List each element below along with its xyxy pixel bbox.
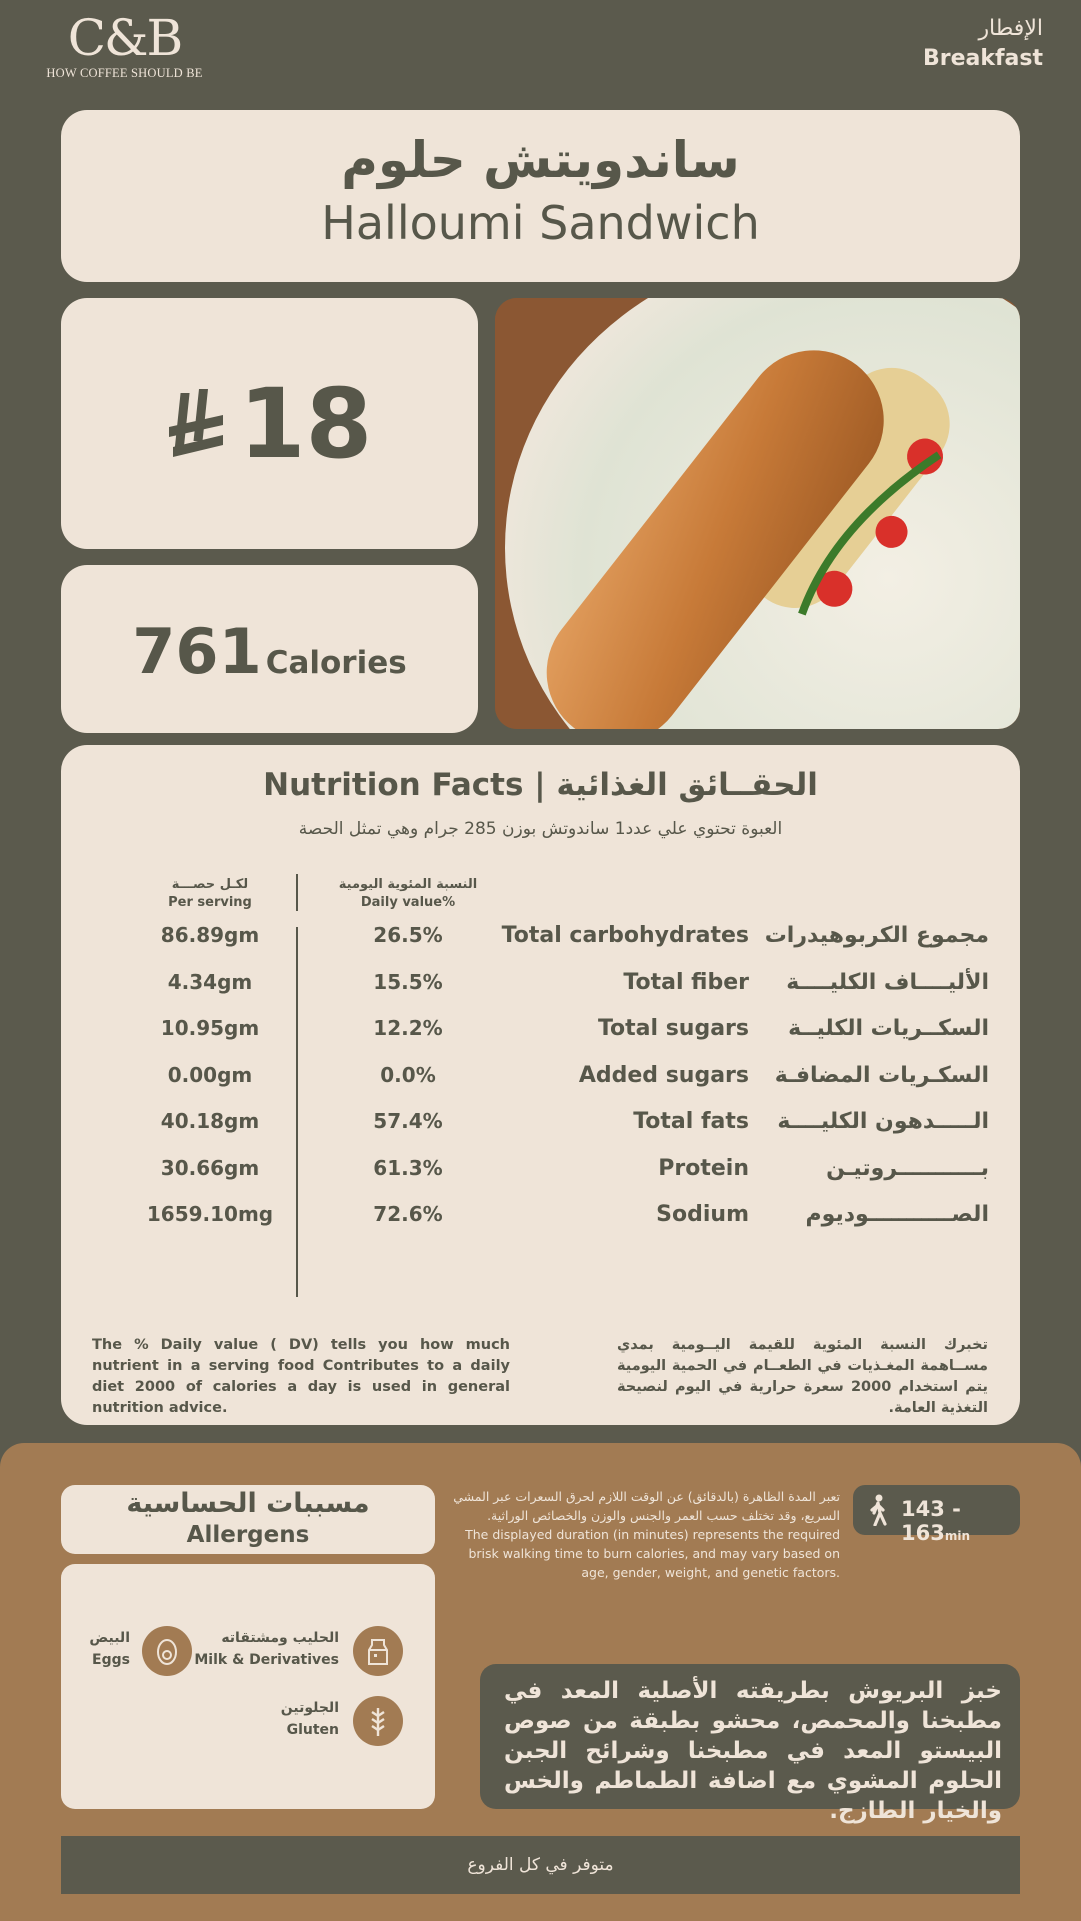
header-divider [296, 874, 298, 911]
nutrient-serving: 86.89gm [160, 923, 260, 947]
nutrient-serving: 10.95gm [160, 1016, 260, 1040]
category-ar: الإفطار [978, 16, 1043, 41]
nutrient-label-ar: مجموع الكربوهيدرات [764, 923, 989, 948]
daily-value-en: Daily value% [360, 895, 456, 910]
product-description: خبز البريوش بطريقته الأصلية المعد في مطب… [480, 1664, 1020, 1824]
wheat-icon [353, 1696, 403, 1746]
nutrient-serving: 4.34gm [167, 969, 253, 994]
nutrient-serving: 1659.10mg [146, 1202, 274, 1226]
nutrient-serving: 40.18gm [160, 1109, 260, 1133]
daily-value-header: النسبة المئوية اليومية Daily value% [323, 876, 493, 912]
walking-range: 143 - 163min [901, 1497, 1020, 1545]
allergen-milk-ar: الحليب ومشتقاته [221, 1630, 339, 1646]
per-serving-en: Per serving [168, 895, 252, 910]
category-en: Breakfast [922, 46, 1043, 71]
availability-bar: متوفر في كل الفروع [61, 1836, 1020, 1894]
allergen-eggs: البيض Eggs [89, 1627, 130, 1671]
allergen-eggs-en: Eggs [92, 1652, 130, 1668]
saudi-riyal-icon [168, 389, 223, 457]
nutrient-label-ar: السكــريات الكليــة [788, 1016, 989, 1041]
nutrient-serving: 30.66gm [160, 1155, 260, 1180]
allergens-title-ar: مسببات الحساسية [126, 1488, 370, 1519]
nutrient-label-ar: بـــــــــــروتيـن [826, 1155, 989, 1181]
logo-tagline: HOW COFFEE SHOULD BE [46, 66, 203, 80]
walking-duration-badge: 143 - 163min [853, 1485, 1020, 1545]
walking-unit: min [944, 1529, 971, 1543]
nutrient-label-en: Protein [658, 1155, 749, 1181]
per-serving-header: لكـل حصـــة Per serving [135, 876, 285, 912]
nutrient-label-ar: السكـريات المضافـة [774, 1062, 989, 1088]
calories-card: 761 Calories [61, 565, 478, 733]
egg-icon [142, 1626, 192, 1676]
product-name-en: Halloumi Sandwich [321, 196, 760, 250]
nutrient-label-en: Total fats [633, 1109, 749, 1134]
per-serving-ar: لكـل حصـــة [171, 877, 249, 892]
price-card: 18 [61, 298, 478, 549]
calories-label: Calories [265, 645, 407, 681]
nutrition-subtitle: العبوة تحتوي علي عدد1 ساندوتش بوزن 285 ج… [298, 819, 783, 839]
allergen-gluten-ar: الجلوتين [280, 1700, 339, 1716]
nutrient-daily-value: 61.3% [373, 1155, 443, 1180]
nutrient-label-ar: الصـــــــــــوديوم [805, 1202, 989, 1227]
nutrition-title: Nutrition Facts | الحقــائق الغذائية [263, 767, 818, 803]
brand-logo: C&B HOW COFFEE SHOULD BE [37, 10, 212, 81]
product-photo [495, 298, 1020, 729]
allergen-gluten-en: Gluten [286, 1722, 339, 1738]
nutrient-label-en: Total sugars [597, 1016, 749, 1041]
logo-mark: C&B [67, 9, 184, 67]
nutrient-daily-value: 57.4% [373, 1109, 443, 1133]
calories: 761 Calories [61, 615, 478, 688]
walking-person-icon [870, 1494, 887, 1526]
price: 18 [61, 368, 478, 480]
nutrient-daily-value: 12.2% [373, 1016, 443, 1040]
allergens-title-en: Allergens [186, 1522, 310, 1548]
calories-value: 761 [132, 615, 262, 688]
allergen-milk-en: Milk & Derivatives [194, 1652, 339, 1668]
product-name-ar: ساندويتش حلوم [341, 131, 740, 189]
nutrient-label-ar: الأليــــاف الكليــــة [786, 969, 989, 995]
nutrition-card: Nutrition Facts | الحقــائق الغذائية الع… [61, 745, 1020, 1425]
nutrient-daily-value: 26.5% [373, 923, 443, 947]
allergens-title-card: مسببات الحساسية Allergens [61, 1485, 435, 1554]
nutrient-daily-value: 15.5% [373, 969, 443, 994]
allergens-list: الحليب ومشتقاته Milk & Derivatives البيض E… [61, 1564, 435, 1809]
nutrient-daily-value: 0.0% [380, 1062, 436, 1087]
nutrient-label-en: Total fiber [623, 969, 749, 995]
nutrient-label-en: Added sugars [578, 1062, 749, 1088]
note-ar: تخبرك النسبة المئوية للقيمة اليــومية بم… [617, 1337, 988, 1416]
column-divider [296, 927, 298, 1297]
sandwich-image [495, 298, 1020, 729]
daily-value-ar: النسبة المئوية اليومية [338, 877, 478, 892]
note-en: The % Daily value ( DV) tells you how mu… [92, 1337, 510, 1416]
walking-text-ar: تعبر المدة الظاهرة (بالدقائق) عن الوقت ا… [453, 1489, 840, 1523]
allergen-gluten: الجلوتين Gluten [281, 1697, 339, 1741]
walking-text-en: The displayed duration (in minutes) repr… [465, 1527, 840, 1580]
allergen-eggs-ar: البيض [89, 1630, 130, 1646]
walking-range-value: 143 - 163 [901, 1497, 961, 1545]
nutrient-daily-value: 72.6% [373, 1202, 443, 1226]
category-label: الإفطار Breakfast [923, 14, 1043, 74]
walking-info: تعبر المدة الظاهرة (بالدقائق) عن الوقت ا… [448, 1487, 840, 1582]
title-card: ساندويتش حلوم Halloumi Sandwich [61, 110, 1020, 282]
milk-carton-icon [353, 1626, 403, 1676]
price-value: 18 [238, 368, 373, 480]
allergen-milk: الحليب ومشتقاته Milk & Derivatives [194, 1627, 339, 1671]
nutrient-serving: 0.00gm [167, 1062, 253, 1087]
nutrient-label-ar: الـــــدهون الكليــــة [777, 1109, 989, 1134]
nutrient-label-en: Total carbohydrates [501, 923, 749, 948]
nutrient-label-en: Sodium [656, 1202, 749, 1227]
